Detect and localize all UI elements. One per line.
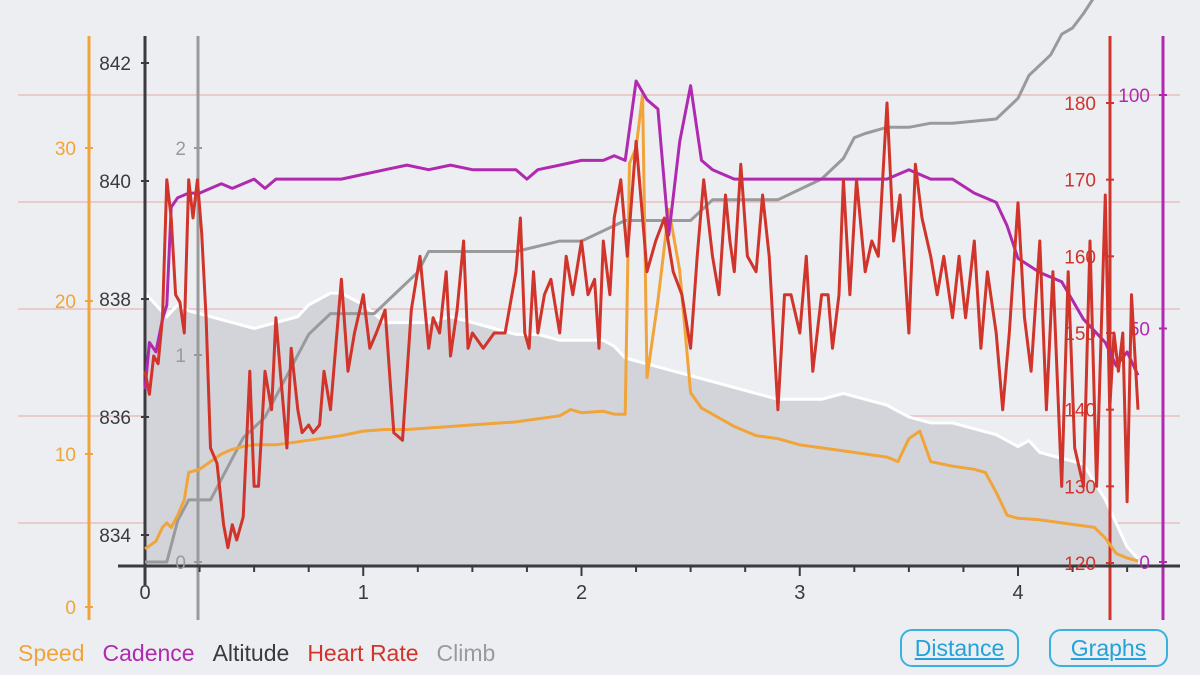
legend-speed: Speed	[18, 640, 85, 666]
legend: Speed Cadence Altitude Heart Rate Climb	[18, 640, 495, 667]
speed-series-line	[144, 93, 1139, 563]
altitude-tick-label: 834	[99, 526, 131, 547]
heart-rate-tick-label: 120	[1064, 554, 1096, 575]
heart-rate-series-line	[143, 101, 1140, 550]
altitude-tick-label: 840	[99, 172, 131, 193]
distance-button[interactable]: Distance	[900, 629, 1019, 667]
speed-tick-label: 10	[55, 445, 76, 466]
cadence-tick-label: 100	[1118, 86, 1150, 107]
altitude-tick-label: 836	[99, 408, 131, 429]
multi-series-chart: 0 1 2 3 4 0 10 20 30 834 836 838 840 842 0 1 2 120 130 140 1…	[18, 0, 1180, 620]
legend-altitude: Altitude	[212, 640, 290, 666]
climb-tick-label: 2	[175, 139, 186, 160]
altitude-tick-label: 842	[99, 54, 131, 75]
heart-rate-tick-label: 140	[1064, 401, 1096, 422]
heart-rate-tick-label: 130	[1064, 477, 1096, 498]
speed-tick-label: 0	[65, 598, 76, 619]
x-tick-label: 0	[139, 582, 150, 604]
climb-tick-label: 0	[175, 553, 186, 574]
graphs-button[interactable]: Graphs	[1049, 629, 1168, 667]
cadence-series-line	[143, 79, 1140, 390]
heart-rate-tick-label: 180	[1064, 94, 1096, 115]
x-tick-label: 3	[794, 582, 805, 604]
climb-tick-label: 1	[175, 346, 186, 367]
cadence-tick-label: 0	[1139, 553, 1150, 574]
legend-climb: Climb	[436, 640, 496, 666]
climb-series-line	[145, 0, 1095, 564]
heart-rate-tick-label: 170	[1064, 171, 1096, 192]
x-tick-label: 2	[576, 582, 587, 604]
legend-cadence: Cadence	[102, 640, 195, 666]
altitude-area	[145, 293, 1138, 566]
altitude-line	[143, 291, 1140, 560]
legend-heart-rate: Heart Rate	[307, 640, 419, 666]
speed-tick-label: 30	[55, 139, 76, 160]
x-tick-label: 4	[1012, 582, 1023, 604]
speed-tick-label: 20	[55, 292, 76, 313]
altitude-tick-label: 838	[99, 290, 131, 311]
x-tick-label: 1	[358, 582, 369, 604]
